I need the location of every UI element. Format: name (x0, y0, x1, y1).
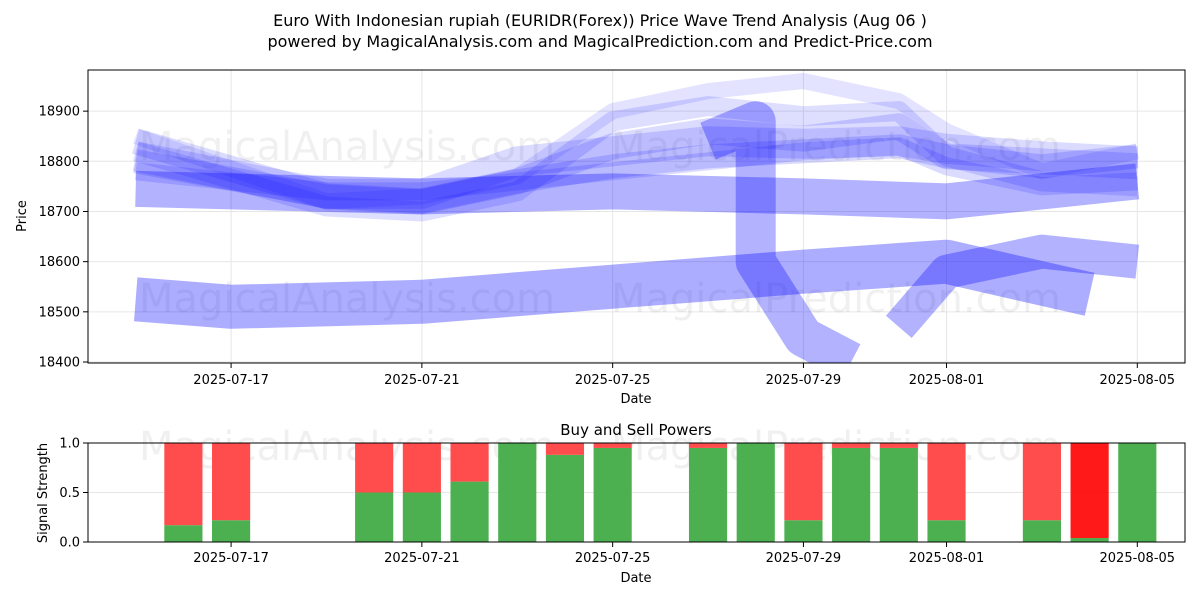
watermark-analysis-upper: MagicalAnalysis.com (139, 124, 555, 170)
sell-power-bar (688, 443, 728, 448)
price-plot-frame (87, 69, 1186, 364)
powers-y-tick-label: 1.0 (59, 437, 80, 452)
buy-power-bar (402, 492, 441, 542)
buy-power-bar (1070, 538, 1109, 542)
sell-power-bar (212, 443, 251, 521)
sell-power-bar (784, 443, 823, 521)
price-wave-band (133, 134, 1139, 214)
price-wave-band (132, 113, 1138, 215)
watermark-prediction-lower: MagicalPrediction.com (611, 276, 1061, 322)
powers-y-tick-label: 0.0 (59, 536, 80, 551)
buy-power-bar (450, 481, 489, 542)
buy-power-bar (164, 525, 203, 542)
chart-title-line-2: powered by MagicalAnalysis.com and Magic… (267, 32, 932, 51)
watermark-analysis-lower: MagicalAnalysis.com (139, 276, 555, 322)
buy-power-bar (736, 443, 775, 542)
powers-x-axis: 2025-07-17 2025-07-21 2025-07-25 2025-07-29… (193, 542, 1175, 566)
sell-power-bar (402, 443, 441, 493)
buy-power-bar (545, 454, 585, 542)
sell-power-bar (1022, 443, 1061, 521)
buy-power-bar (879, 447, 918, 542)
powers-y-axis: 0.0 0.5 1.0 (59, 437, 88, 551)
buy-power-bar (498, 443, 537, 542)
price-wave-band (135, 163, 1140, 220)
price-grid (88, 70, 1185, 363)
price-x-tick-label: 2025-08-05 (1100, 373, 1176, 388)
price-wave-band (133, 239, 1095, 329)
price-x-axis-label: Date (620, 392, 651, 407)
powers-x-tick-label: 2025-08-05 (1100, 551, 1176, 566)
price-watermarks: MagicalAnalysis.com MagicalPrediction.co… (139, 124, 1061, 322)
buy-power-bar (593, 447, 632, 542)
powers-x-tick-label: 2025-07-21 (384, 551, 460, 566)
price-wave-band (133, 73, 1139, 210)
buy-power-bar (355, 492, 394, 542)
sell-power-bar (832, 443, 871, 448)
price-y-tick-label: 18500 (39, 305, 80, 320)
powers-x-tick-label: 2025-08-01 (909, 551, 985, 566)
price-y-tick-label: 18900 (39, 105, 80, 120)
price-wave-band (134, 137, 1138, 201)
powers-chart-title: Buy and Sell Powers (560, 421, 712, 439)
powers-y-tick-label: 0.5 (59, 486, 80, 501)
watermark-prediction-upper: MagicalPrediction.com (611, 124, 1061, 170)
sell-power-bar (355, 443, 394, 493)
price-y-axis-label: Price (15, 200, 30, 232)
price-x-axis: 2025-07-17 2025-07-21 2025-07-25 2025-07-29… (193, 363, 1175, 388)
price-y-tick-label: 18700 (39, 205, 80, 220)
buy-power-bar (832, 447, 871, 542)
powers-x-tick-label: 2025-07-17 (193, 551, 269, 566)
price-x-tick-label: 2025-07-21 (384, 373, 460, 388)
price-wave-bands (132, 73, 1140, 363)
price-wave-band (132, 96, 1138, 222)
price-y-tick-label: 18800 (39, 155, 80, 170)
price-y-axis: 18400 18500 18600 18700 18800 18900 (39, 105, 88, 370)
powers-y-axis-label: Signal Strength (36, 443, 51, 543)
price-y-tick-label: 18400 (39, 355, 80, 370)
price-wave-band (885, 234, 1140, 339)
buy-power-bar (784, 520, 823, 542)
price-y-tick-label: 18600 (39, 255, 80, 270)
buy-power-bar (212, 520, 251, 542)
powers-x-axis-label: Date (620, 571, 651, 586)
price-wave-band (700, 101, 861, 363)
buy-power-bar (688, 447, 728, 542)
price-x-tick-label: 2025-07-25 (575, 373, 651, 388)
powers-x-tick-label: 2025-07-29 (766, 551, 842, 566)
sell-power-bar (879, 443, 918, 448)
sell-power-bar (927, 443, 966, 521)
price-x-tick-label: 2025-07-17 (193, 373, 269, 388)
sell-power-bar (593, 443, 632, 448)
chart-title-line-1: Euro With Indonesian rupiah (EURIDR(Fore… (273, 11, 927, 30)
sell-power-bar (450, 443, 489, 482)
powers-x-tick-label: 2025-07-25 (575, 551, 651, 566)
price-wave-band (132, 126, 1139, 209)
buy-power-bar (927, 520, 966, 542)
buy-power-bar (1022, 520, 1061, 542)
sell-power-bar (1070, 443, 1109, 539)
sell-power-bar (545, 443, 585, 455)
price-x-tick-label: 2025-07-29 (766, 373, 842, 388)
price-x-tick-label: 2025-08-01 (909, 373, 985, 388)
sell-power-bar (164, 443, 203, 526)
powers-bars (164, 443, 1157, 542)
buy-power-bar (1118, 443, 1157, 542)
